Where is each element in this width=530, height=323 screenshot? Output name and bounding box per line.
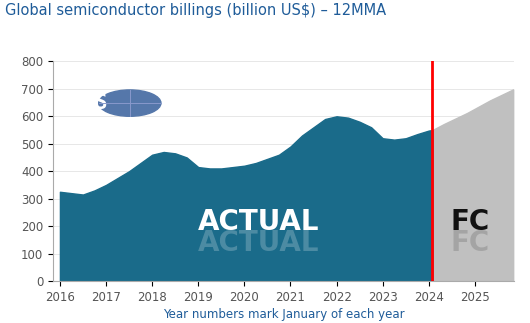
Text: FC: FC [450,208,490,236]
Text: ACTUAL: ACTUAL [198,208,319,236]
Text: FC: FC [450,229,490,256]
Text: ACTUAL: ACTUAL [198,229,319,256]
X-axis label: Year numbers mark January of each year: Year numbers mark January of each year [163,308,404,321]
Text: Global semiconductor billings (billion US$) – 12MMA: Global semiconductor billings (billion U… [5,3,386,18]
